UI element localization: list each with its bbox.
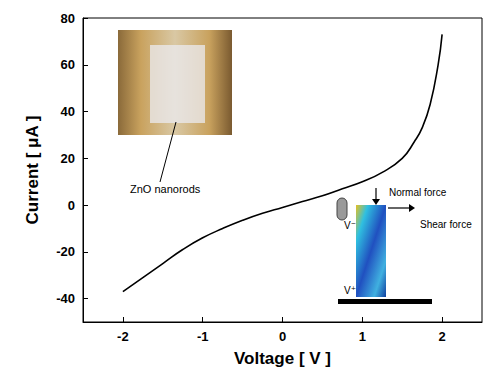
svg-text:-40: -40 (56, 291, 75, 306)
svg-text:Shear force: Shear force (420, 219, 472, 230)
svg-text:80: 80 (61, 11, 75, 26)
svg-text:60: 60 (61, 57, 75, 72)
svg-text:0: 0 (68, 198, 75, 213)
svg-text:Normal force: Normal force (389, 187, 447, 198)
svg-text:1: 1 (359, 329, 366, 344)
svg-text:Voltage [ V ]: Voltage [ V ] (234, 349, 331, 368)
svg-text:2: 2 (438, 329, 445, 344)
svg-text:V⁺: V⁺ (344, 285, 356, 296)
svg-text:V⁻: V⁻ (344, 220, 356, 231)
svg-text:0: 0 (279, 329, 286, 344)
svg-text:-20: -20 (56, 244, 75, 259)
svg-text:Current [ μA ]: Current [ μA ] (23, 116, 42, 225)
svg-text:-2: -2 (117, 329, 129, 344)
svg-text:-1: -1 (197, 329, 209, 344)
svg-text:ZnO nanorods: ZnO nanorods (130, 183, 201, 195)
svg-text:20: 20 (61, 151, 75, 166)
svg-text:40: 40 (61, 104, 75, 119)
